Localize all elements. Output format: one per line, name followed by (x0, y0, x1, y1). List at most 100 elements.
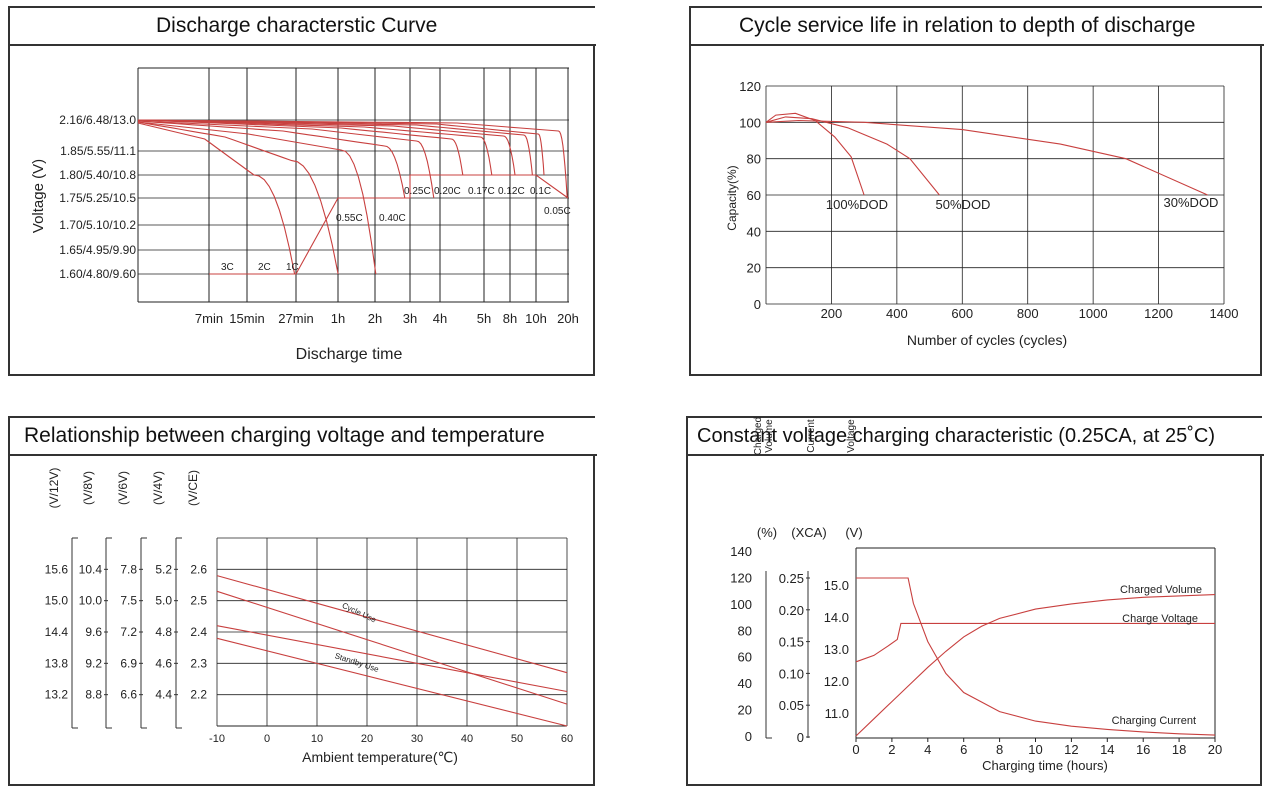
temp-y-tick: 9.6 (85, 625, 102, 639)
temp-y-tick: 14.4 (45, 625, 69, 639)
cv-pct-tick: 40 (738, 676, 752, 691)
temp-band-line-3 (216, 637, 568, 727)
temp-y-tick: 8.8 (85, 688, 102, 702)
cv-x-tick: 16 (1136, 742, 1150, 757)
temp-y-tick: 10.4 (79, 562, 103, 576)
discharge-series-label: 3C (221, 262, 234, 273)
temp-x-tick: -10 (209, 733, 225, 745)
temp-x-label: Ambient temperature(℃) (302, 749, 458, 765)
discharge-x-tick: 3h (403, 311, 417, 326)
cv-pct-tick: 140 (730, 544, 752, 559)
temp-y-tick: 2.3 (190, 656, 207, 670)
discharge-x-tick: 27min (278, 311, 313, 326)
temp-y-tick: 2.5 (190, 594, 207, 608)
temp-x-tick: 50 (511, 733, 523, 745)
temp-band-line-2 (216, 625, 568, 693)
discharge-panel: Discharge characterstic Curve 2.16/6.48/… (8, 6, 596, 376)
temp-chart: -10 0 10 20 30 40 50 60 Ambient temperature(℃) (V… (45, 468, 573, 765)
cv-axis-head: Current (806, 419, 817, 453)
temp-y-tick: 7.5 (120, 594, 137, 608)
discharge-y-tick: 1.60/4.80/9.60 (59, 267, 136, 281)
cv-x-tick: 18 (1172, 742, 1186, 757)
cv-axis-unit: (V) (845, 525, 862, 540)
cv-chart: 0 2 4 6 8 10 12 14 16 18 20 Charging time (hours) Ch… (730, 417, 1222, 773)
discharge-x-label: Discharge time (296, 346, 403, 363)
cycle-life-title: Cycle service life in relation to depth … (691, 8, 1264, 46)
cv-current-tick: 0.20 (779, 603, 804, 618)
temp-y-tick: 13.2 (45, 688, 69, 702)
cv-axis-unit: (XCA) (791, 525, 826, 540)
temp-y-tick: 7.2 (120, 625, 137, 639)
discharge-curve-8 (137, 119, 533, 176)
cycle-x-tick: 600 (951, 306, 973, 321)
discharge-series-label: 0.12C (498, 186, 525, 197)
discharge-x-tick: 5h (477, 311, 491, 326)
cycle-y-tick: 60 (747, 188, 761, 203)
discharge-series-label: 0.17C (468, 186, 495, 197)
cv-voltage-tick: 14.0 (824, 610, 849, 625)
cycle-y-tick: 0 (754, 297, 761, 312)
cv-voltage-tick: 12.0 (824, 674, 849, 689)
temp-y-tick: 2.2 (190, 688, 207, 702)
temp-y-tick: 7.8 (120, 562, 137, 576)
temp-axis-unit: (V/8V) (81, 471, 95, 505)
cycle-x-label: Number of cycles (cycles) (907, 332, 1067, 348)
cv-x-tick: 20 (1208, 742, 1222, 757)
cv-x-tick: 12 (1064, 742, 1078, 757)
cv-curve-charge-voltage (855, 622, 1215, 663)
temp-band-line-1 (216, 590, 568, 705)
discharge-curve-7 (137, 119, 516, 176)
discharge-y-tick: 1.65/4.95/9.90 (59, 243, 136, 257)
discharge-x-tick: 10h (525, 311, 547, 326)
discharge-chart: 2.16/6.48/13.0 1.85/5.55/11.1 1.80/5.40/10… (30, 67, 579, 363)
temp-axis-unit: (V/6V) (116, 471, 130, 505)
cycle-y-label: Capacity(%) (725, 165, 739, 230)
temp-y-tick: 4.4 (155, 688, 172, 702)
temp-y-tick: 4.6 (155, 656, 172, 670)
discharge-x-tick: 15min (229, 311, 264, 326)
temp-axis-unit: (V/4V) (151, 471, 165, 505)
discharge-series-label: 0.05C (544, 206, 571, 217)
discharge-curve-6 (137, 119, 493, 176)
temp-y-tick: 15.6 (45, 562, 69, 576)
temp-y-tick: 15.0 (45, 594, 69, 608)
cycle-life-panel: Cycle service life in relation to depth … (689, 6, 1264, 376)
cycle-x-tick: 400 (886, 306, 908, 321)
temp-panel: Relationship between charging voltage an… (8, 416, 597, 786)
cycle-curve-1 (765, 116, 940, 196)
temp-y-tick: 4.8 (155, 625, 172, 639)
cv-x-tick: 4 (924, 742, 931, 757)
cv-curve-charging-current (856, 577, 1216, 736)
cycle-x-tick: 1400 (1210, 306, 1239, 321)
discharge-y-tick: 1.70/5.10/10.2 (59, 218, 136, 232)
discharge-y-tick: 1.80/5.40/10.8 (59, 168, 136, 182)
temp-y-tick: 9.2 (85, 656, 102, 670)
discharge-curve-5 (137, 119, 464, 176)
temp-x-tick: 60 (561, 733, 573, 745)
cv-x-tick: 10 (1028, 742, 1042, 757)
discharge-curve-1 (137, 121, 339, 275)
cv-axis-head: Voltage (846, 419, 857, 453)
cv-x-tick: 2 (888, 742, 895, 757)
temp-x-tick: 10 (311, 733, 323, 745)
discharge-x-tick: 20h (557, 311, 579, 326)
discharge-curve-3 (137, 120, 406, 199)
cycle-life-chart: 0 20 40 60 80 100 120 200 400 600 800 1000 1200 1400 N… (725, 79, 1239, 348)
discharge-y-tick: 2.16/6.48/13.0 (59, 113, 136, 127)
discharge-series-label: 0.1C (530, 186, 551, 197)
temp-band-label: Cycle Use (341, 601, 378, 625)
temp-x-tick: 30 (411, 733, 423, 745)
discharge-cutoff-line (209, 174, 569, 275)
cv-voltage-tick: 15.0 (824, 578, 849, 593)
cycle-curve-0 (765, 112, 865, 196)
temp-x-tick: 40 (461, 733, 473, 745)
cycle-y-tick: 120 (739, 79, 761, 94)
cv-axis-unit: (%) (757, 525, 777, 540)
temp-axis-unit: (V/12V) (47, 468, 61, 509)
discharge-curve-0 (137, 122, 296, 275)
cv-pct-tick: 60 (738, 650, 752, 665)
cv-curve-label: Charging Current (1112, 715, 1196, 727)
cv-current-tick: 0 (797, 730, 804, 745)
cv-curve-label: Charge Voltage (1122, 613, 1198, 625)
temp-y-tick: 6.6 (120, 688, 137, 702)
